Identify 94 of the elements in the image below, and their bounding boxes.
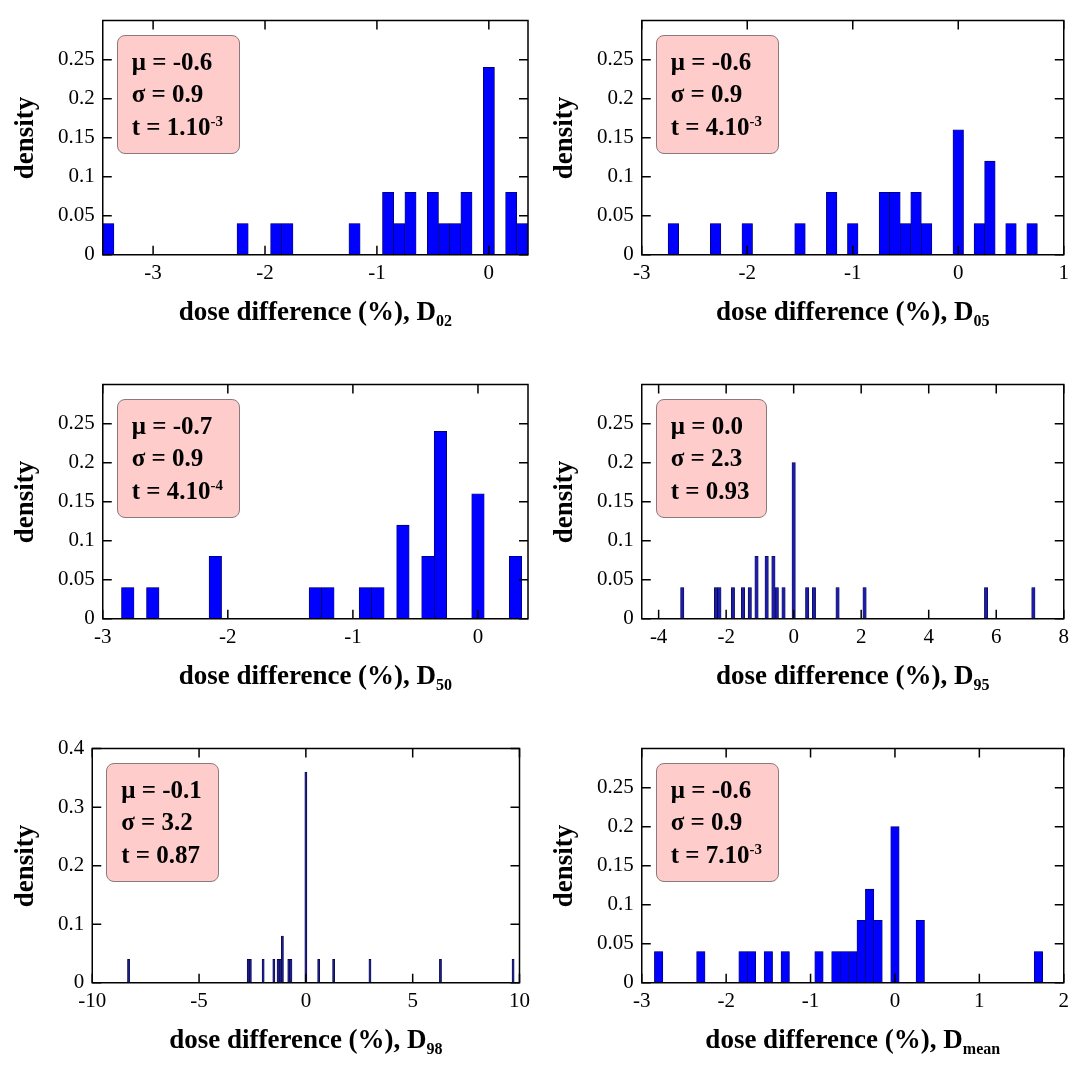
x-axis-title: dose difference (%), D$_{05}$ xyxy=(716,296,990,331)
x-tick-label: -2 xyxy=(219,623,237,648)
x-tick-label: 0 xyxy=(953,259,964,284)
y-tick-label: 0 xyxy=(623,241,634,266)
y-tick-label: 0.05 xyxy=(58,566,95,591)
y-tick-label: 0.15 xyxy=(597,488,634,513)
y-axis-title: density xyxy=(8,460,40,543)
y-axis-title: density xyxy=(547,96,579,179)
y-tick-label: 0.05 xyxy=(597,566,634,591)
y-tick-label: 0.25 xyxy=(597,46,634,71)
x-tick-label: 1 xyxy=(974,987,985,1012)
x-axis-title: dose difference (%), D$_{mean}$ xyxy=(705,1024,1001,1059)
annotation: μ = -0.6 xyxy=(131,46,214,77)
y-tick-label: 0.25 xyxy=(58,410,95,435)
x-tick-label: 0 xyxy=(788,623,799,648)
y-tick-label: 0.05 xyxy=(597,202,634,227)
y-tick-label: 0.05 xyxy=(597,930,634,955)
y-tick-label: 0 xyxy=(623,605,634,630)
y-tick-label: 0.25 xyxy=(597,410,634,435)
x-tick-label: 10 xyxy=(509,987,530,1012)
x-tick-label: -2 xyxy=(717,987,735,1012)
x-axis-title: dose difference (%), D$_{02}$ xyxy=(178,296,453,331)
annotation: σ = 0.9 xyxy=(131,443,205,474)
y-tick-label: 0.25 xyxy=(597,774,634,799)
annotation: μ = -0.6 xyxy=(670,46,753,77)
x-tick-label: -1 xyxy=(368,259,386,284)
annotation: σ = 0.9 xyxy=(670,807,744,838)
y-axis-title: density xyxy=(547,460,579,543)
x-tick-label: -1 xyxy=(344,623,362,648)
x-tick-label: 2 xyxy=(855,623,867,648)
y-tick-label: 0 xyxy=(623,969,634,994)
x-tick-label: 0 xyxy=(472,623,484,648)
x-axis-title: dose difference (%), D$_{50}$ xyxy=(178,660,453,695)
x-tick-label: 6 xyxy=(990,623,1002,648)
y-axis-title: density xyxy=(8,824,40,907)
x-tick-label: -3 xyxy=(633,987,651,1012)
y-tick-label: 0.1 xyxy=(68,163,95,188)
y-axis-title: density xyxy=(547,824,579,907)
y-tick-label: 0.1 xyxy=(607,891,634,916)
x-tick-label: -2 xyxy=(256,259,274,284)
y-tick-label: 0.2 xyxy=(58,852,85,877)
x-axis-title: dose difference (%), D$_{95}$ xyxy=(716,660,990,695)
x-tick-label: -1 xyxy=(801,987,820,1012)
x-tick-label: -2 xyxy=(738,259,756,284)
annotation: σ = 2.3 xyxy=(670,443,744,474)
y-tick-label: 0.15 xyxy=(58,124,95,149)
annotation: t = 1.10$^{-3}$ xyxy=(131,111,224,142)
x-tick-label: -3 xyxy=(144,259,162,284)
y-tick-label: 0.3 xyxy=(58,793,85,818)
x-tick-label: 4 xyxy=(923,623,935,648)
annotation: μ = 0.0 xyxy=(670,410,744,441)
y-axis-title: density xyxy=(8,96,40,179)
annotation: σ = 3.2 xyxy=(121,807,194,838)
y-tick-label: 0.2 xyxy=(607,813,634,838)
y-tick-label: 0.4 xyxy=(58,735,85,760)
x-tick-label: 0 xyxy=(483,259,495,284)
y-tick-label: 0.2 xyxy=(68,449,95,474)
y-tick-label: 0.1 xyxy=(58,910,85,935)
x-tick-label: -2 xyxy=(717,623,735,648)
y-tick-label: 0.2 xyxy=(68,85,95,110)
y-tick-label: 0 xyxy=(84,605,95,630)
x-axis-title: dose difference (%), D$_{98}$ xyxy=(169,1024,443,1059)
x-tick-label: 8 xyxy=(1058,623,1069,648)
annotation: σ = 0.9 xyxy=(670,79,744,110)
annotation: σ = 0.9 xyxy=(131,79,205,110)
y-tick-label: 0.1 xyxy=(607,163,634,188)
annotation: t = 4.10$^{-3}$ xyxy=(670,111,763,142)
y-tick-label: 0.2 xyxy=(607,449,634,474)
annotation: t = 0.93 xyxy=(670,475,750,506)
annotation: t = 0.87 xyxy=(121,839,202,870)
x-tick-label: 0 xyxy=(300,987,312,1012)
x-tick-label: 0 xyxy=(889,987,901,1012)
x-tick-label: 1 xyxy=(1058,259,1069,284)
x-tick-label: -3 xyxy=(94,623,112,648)
y-tick-label: 0.2 xyxy=(607,85,634,110)
annotation: t = 7.10$^{-3}$ xyxy=(670,839,763,870)
y-tick-label: 0.15 xyxy=(597,852,634,877)
annotation: μ = -0.7 xyxy=(131,410,214,441)
annotation: t = 4.10$^{-4}$ xyxy=(131,475,224,506)
y-tick-label: 0.05 xyxy=(58,202,95,227)
y-tick-label: 0.15 xyxy=(597,124,634,149)
x-tick-label: 2 xyxy=(1058,987,1069,1012)
x-tick-label: -3 xyxy=(633,259,651,284)
x-tick-label: -1 xyxy=(844,259,862,284)
annotation: μ = -0.6 xyxy=(670,774,753,805)
x-tick-label: 5 xyxy=(407,987,418,1012)
y-tick-label: 0.1 xyxy=(68,527,95,552)
y-tick-label: 0 xyxy=(84,241,95,266)
y-tick-label: 0.25 xyxy=(58,46,95,71)
annotation: μ = -0.1 xyxy=(121,774,202,805)
x-tick-label: -4 xyxy=(649,623,668,648)
y-tick-label: 0.1 xyxy=(607,527,634,552)
x-tick-label: -5 xyxy=(190,987,208,1012)
y-tick-label: 0.15 xyxy=(58,488,95,513)
